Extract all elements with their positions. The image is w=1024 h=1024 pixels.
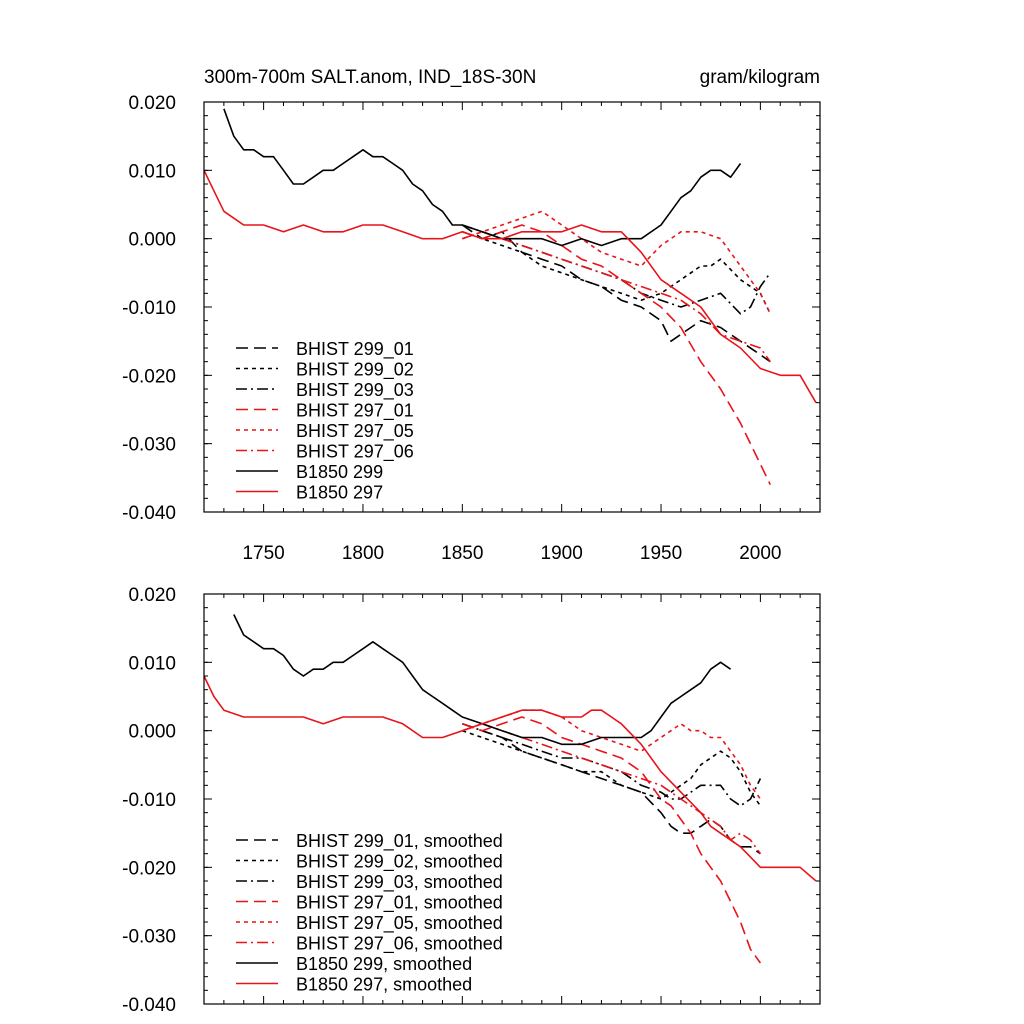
series-line-4: [462, 224, 772, 486]
y-tick-label: 0.020: [128, 585, 176, 606]
legend-label: BHIST 297_06, smoothed: [296, 934, 503, 955]
series-line-7: [223, 108, 742, 247]
legend-label: BHIST 297_05: [296, 421, 414, 442]
y-tick-label: -0.040: [122, 503, 176, 524]
plot-area-top: 0.020 0.010 0.000 -0.010 -0.020 -0.030 -0.040 1…: [122, 93, 821, 564]
legend-label: BHIST 297_01, smoothed: [296, 893, 503, 914]
y-tick-label: -0.010: [122, 790, 176, 811]
y-tick-label: -0.040: [122, 995, 176, 1016]
legend-label: BHIST 297_06: [296, 442, 414, 463]
y-tick-label: 0.020: [128, 93, 176, 114]
legend-label: B1850 297, smoothed: [296, 975, 472, 995]
x-tick-label: 1800: [342, 543, 384, 564]
x-tick-label: 1750: [242, 543, 284, 564]
legend-label: BHIST 297_05, smoothed: [296, 913, 503, 934]
legend-label: BHIST 299_03, smoothed: [296, 872, 503, 893]
panel-top: 300m-700m SALT.anom, IND_18S-30N gram/ki…: [122, 67, 821, 564]
y-tick-label: 0.000: [128, 722, 176, 743]
y-tick-label: -0.010: [122, 298, 176, 319]
legend-label: BHIST 299_02, smoothed: [296, 852, 503, 873]
series-line-5: [462, 210, 772, 315]
legend-label: BHIST 299_02: [296, 360, 414, 381]
series-line-1: [461, 224, 771, 363]
y-tick-label: -0.030: [122, 927, 176, 948]
legend-label: BHIST 297_01: [296, 401, 414, 422]
y-tick-label: 0.010: [128, 161, 176, 182]
x-tick-label: 1950: [640, 543, 682, 564]
series-line-7: [233, 614, 732, 746]
y-tick-label: -0.020: [122, 366, 176, 387]
legend-label: BHIST 299_01: [296, 339, 414, 360]
series-line-2: [462, 729, 762, 807]
x-tick-label: 1850: [441, 543, 483, 564]
series-line-2: [462, 231, 772, 315]
series-line-1: [462, 723, 761, 855]
x-tick-label: 1900: [541, 543, 583, 564]
panel-bottom: 0.020 0.010 0.000 -0.010 -0.020 -0.030 -0.040 B…: [122, 585, 821, 1016]
legend-label: B1850 297: [296, 483, 383, 503]
y-tick-label: -0.020: [122, 858, 176, 879]
y-tick-label: -0.030: [122, 435, 176, 456]
legend-label: BHIST 299_03: [296, 380, 414, 401]
x-tick-label: 2000: [739, 543, 781, 564]
series-line-4: [462, 716, 762, 964]
y-tick-label: 0.010: [128, 653, 176, 674]
legend-label: B1850 299, smoothed: [296, 954, 472, 974]
series-line-8: [203, 169, 817, 404]
plot-area-bottom: 0.020 0.010 0.000 -0.010 -0.020 -0.030 -0.040 B…: [122, 585, 821, 1016]
legend-label: B1850 299: [296, 462, 383, 482]
chart-title: 300m-700m SALT.anom, IND_18S-30N: [204, 67, 536, 88]
y-tick-label: 0.000: [128, 230, 176, 251]
series-line-6: [462, 231, 771, 363]
series-line-3: [462, 723, 762, 807]
chart-units: gram/kilogram: [700, 67, 820, 88]
legend-label: BHIST 299_01, smoothed: [296, 831, 503, 852]
series-line-8: [203, 675, 817, 882]
series-line-6: [462, 723, 762, 855]
